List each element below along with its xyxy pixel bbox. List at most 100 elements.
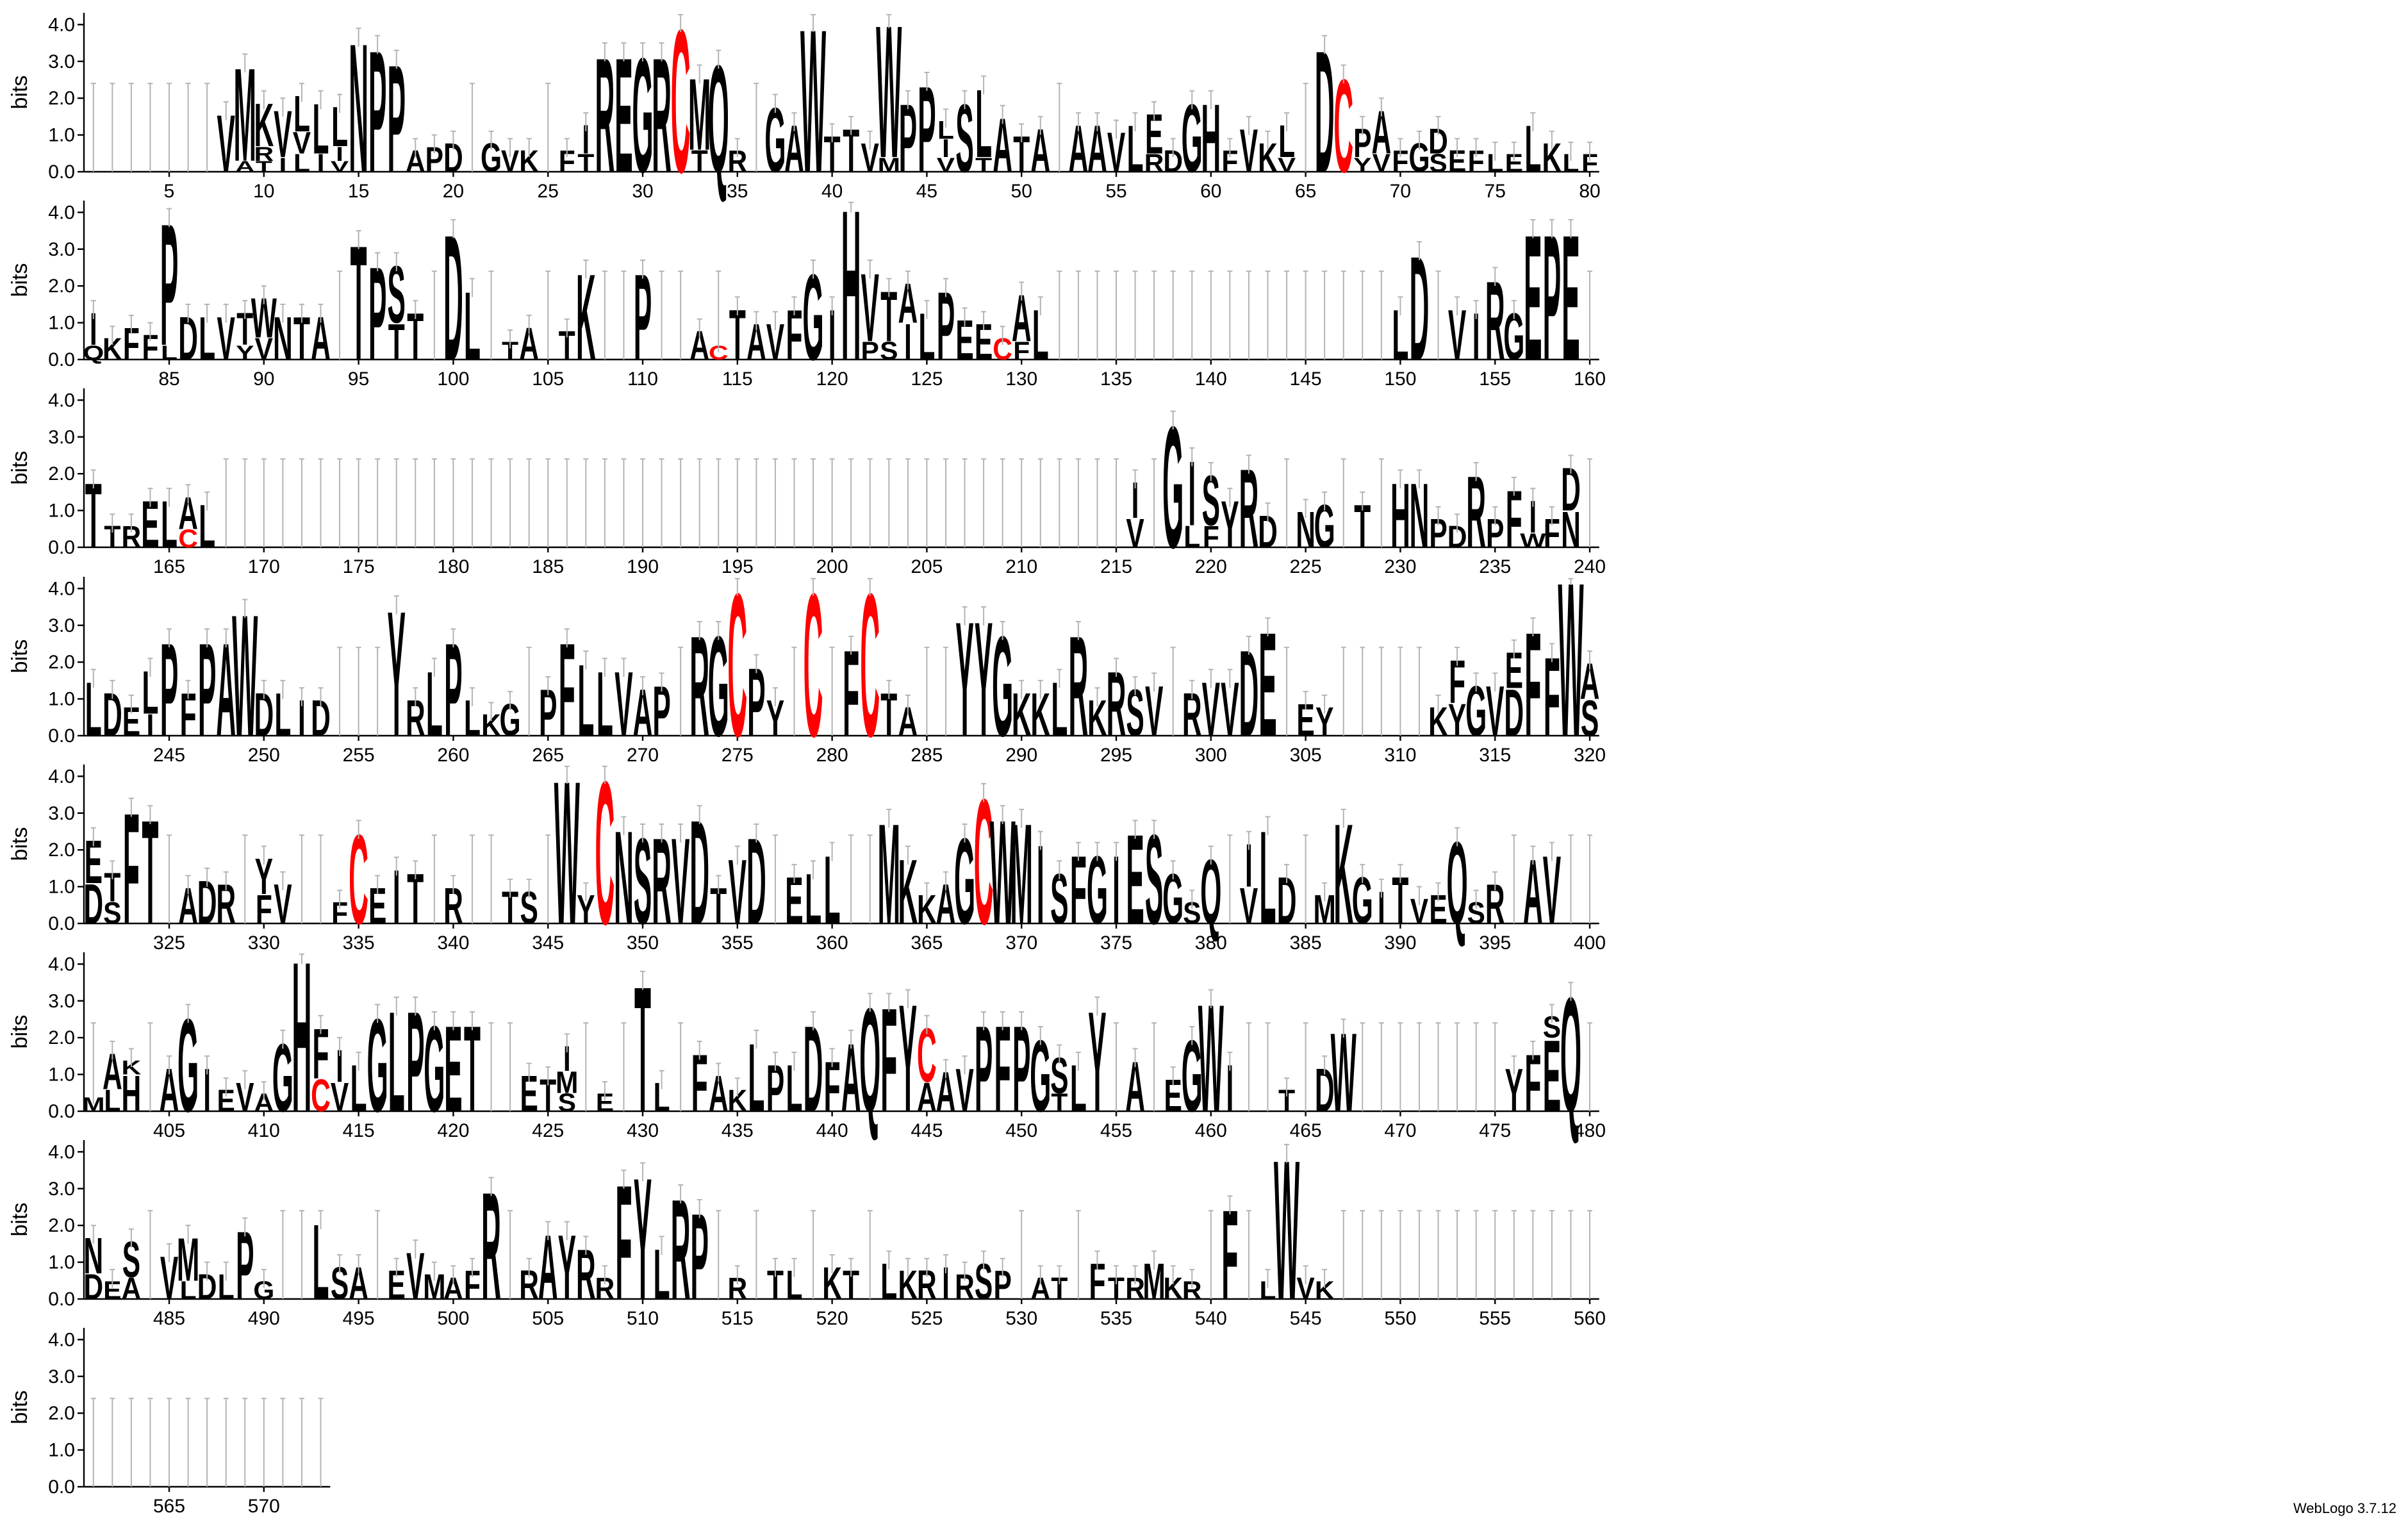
x-tick-label: 200 — [816, 556, 848, 577]
x-tick-label: 165 — [153, 556, 185, 577]
logo-letter-N: N — [1561, 501, 1581, 559]
x-tick-label: 125 — [911, 368, 943, 390]
logo-letter-I: I — [393, 855, 400, 940]
x-tick-label: 250 — [248, 745, 280, 766]
x-tick-label: 540 — [1195, 1308, 1227, 1329]
logo-row-6: 0.0 1.0 2.0 3.0 4.0 bits 405 410 415 420 425 430 435… — [8, 917, 1606, 1157]
logo-letter-I: I — [317, 149, 325, 177]
x-tick-label: 100 — [437, 368, 469, 390]
logo-letter-D: D — [1504, 675, 1524, 750]
logo-letter-V: V — [255, 332, 273, 367]
x-tick-label: 475 — [1479, 1120, 1511, 1141]
x-tick-label: 455 — [1100, 1120, 1132, 1141]
logo-letter-I: I — [203, 1055, 211, 1124]
logo-row-4: 0.0 1.0 2.0 3.0 4.0 bits 245 250 255 260 265 270 275… — [8, 537, 1606, 782]
x-tick-label: 500 — [437, 1308, 469, 1329]
x-tick-label: 355 — [722, 932, 754, 954]
logo-letter-I: I — [582, 117, 590, 163]
x-tick-label: 290 — [1005, 745, 1037, 766]
logo-letter-I: I — [1472, 299, 1480, 374]
x-tick-label: 420 — [437, 1120, 469, 1141]
logo-letter-S: S — [103, 896, 121, 931]
x-tick-label: 5 — [164, 181, 175, 202]
logo-letter-I: I — [1226, 1051, 1233, 1125]
x-tick-label: 255 — [343, 745, 375, 766]
x-tick-label: 115 — [722, 368, 753, 390]
x-tick-label: 265 — [532, 745, 564, 766]
logo-letter-R: R — [254, 142, 274, 165]
x-tick-label: 210 — [1005, 556, 1037, 577]
x-tick-label: 45 — [916, 181, 937, 202]
logo-letter-I: I — [904, 313, 912, 371]
x-tick-label: 110 — [627, 368, 658, 390]
logo-letter-I: I — [279, 153, 286, 176]
logo-letter-Y: Y — [236, 341, 254, 364]
y-tick-label: 4.0 — [48, 1329, 75, 1350]
y-tick-label: 1.0 — [48, 500, 75, 522]
x-tick-label: 435 — [722, 1120, 754, 1141]
x-tick-label: 545 — [1290, 1308, 1322, 1329]
x-tick-label: 270 — [627, 745, 659, 766]
logo-letter-V: V — [1278, 153, 1296, 176]
logo-letter-I: I — [942, 134, 950, 162]
y-tick-label: 4.0 — [48, 578, 75, 599]
logo-letter-V: V — [331, 1075, 349, 1121]
x-tick-label: 55 — [1105, 181, 1126, 202]
logo-letter-I: I — [1529, 492, 1537, 543]
y-tick-label: 0.0 — [48, 1289, 75, 1310]
x-tick-label: 120 — [816, 368, 848, 390]
x-tick-label: 460 — [1195, 1120, 1227, 1141]
y-tick-label: 4.0 — [48, 14, 75, 35]
logo-letter-Y: Y — [1353, 153, 1371, 176]
x-tick-label: 215 — [1100, 556, 1132, 577]
x-tick-label: 50 — [1011, 181, 1032, 202]
y-tick-label: 4.0 — [48, 954, 75, 975]
y-tick-label: 0.0 — [48, 725, 75, 747]
x-tick-label: 370 — [1005, 932, 1037, 954]
x-tick-label: 400 — [1574, 932, 1606, 954]
logo-letter-I: I — [1112, 835, 1120, 944]
logo-letter-T: T — [975, 153, 992, 176]
logo-letter-Y: Y — [1448, 695, 1466, 746]
x-tick-label: 390 — [1384, 932, 1416, 954]
y-tick-label: 2.0 — [48, 652, 75, 673]
x-tick-label: 90 — [253, 368, 274, 390]
logo-letter-C: C — [671, 0, 691, 216]
x-tick-label: 235 — [1479, 556, 1511, 577]
logo-letter-S: S — [880, 336, 898, 365]
y-tick-label: 0.0 — [48, 537, 75, 558]
logo-letter-P: P — [861, 336, 879, 365]
x-tick-label: 445 — [911, 1120, 943, 1141]
logo-letter-W: W — [1558, 537, 1583, 782]
logo-letter-R: R — [1144, 149, 1164, 177]
logo-letter-C: C — [311, 1070, 331, 1121]
logo-row-5: 0.0 1.0 2.0 3.0 4.0 bits 325 330 335 340 345 350 355… — [8, 740, 1606, 968]
logo-letter-I: I — [298, 690, 306, 747]
logo-row-3: 0.0 1.0 2.0 3.0 4.0 bits 165 170 175 180 185 190 195… — [8, 388, 1606, 585]
x-tick-label: 185 — [532, 556, 564, 577]
logo-letter-I: I — [90, 304, 97, 355]
x-tick-label: 10 — [253, 181, 274, 202]
logo-letter-I: I — [563, 1038, 571, 1079]
x-tick-label: 520 — [816, 1308, 848, 1329]
logo-letter-A: A — [235, 158, 255, 175]
x-tick-label: 395 — [1479, 932, 1511, 954]
x-tick-label: 325 — [153, 932, 185, 954]
y-tick-label: 4.0 — [48, 390, 75, 411]
y-axis-label: bits — [8, 1015, 32, 1049]
x-tick-label: 530 — [1005, 1308, 1037, 1329]
x-tick-label: 440 — [816, 1120, 848, 1141]
y-tick-label: 4.0 — [48, 766, 75, 787]
logo-letter-F: F — [1203, 520, 1219, 554]
x-tick-label: 70 — [1390, 181, 1411, 202]
logo-letter-I: I — [942, 1258, 950, 1309]
logo-letter-L: L — [1183, 520, 1200, 554]
y-axis-label: bits — [8, 451, 32, 485]
logo-letter-I: I — [336, 1041, 343, 1092]
x-tick-label: 295 — [1100, 745, 1132, 766]
x-tick-label: 155 — [1479, 368, 1511, 390]
logo-letter-V: V — [1126, 511, 1144, 557]
logo-letter-A: A — [122, 1271, 142, 1306]
